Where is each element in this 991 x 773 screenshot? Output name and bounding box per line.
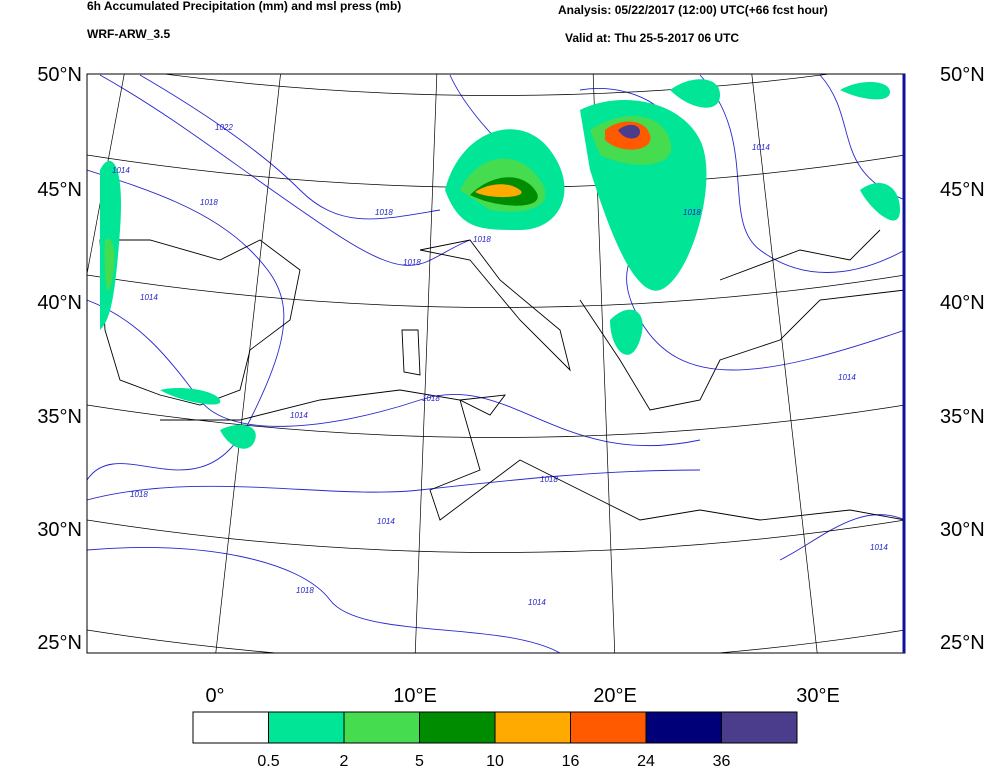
parallel [87,274,905,308]
coastlines [99,229,905,521]
colorbar-label: 5 [415,753,424,768]
isobar-label: 1018 [683,208,701,217]
isobar-label: 1018 [130,490,148,499]
isobar-label: 1014 [377,517,395,526]
colorbar-label: 16 [562,753,580,768]
lat-label: 30°N [940,519,985,541]
meridian [87,74,125,276]
lat-label: 40°N [940,292,985,314]
colorbar-box [419,711,496,744]
colorbar-box [721,711,798,744]
lat-label: 45°N [940,179,985,201]
colorbar-label: 36 [713,753,731,768]
axis-labels: 50°N 50°N 45°N 45°N 40°N 40°N 35°N 35°N 30°N 30°N… [37,64,984,707]
colorbar-label: 10 [486,753,504,768]
model: WRF-ARW_3.5 [87,27,170,41]
isobar-label: 1018 [403,258,421,267]
lat-label: 35°N [37,406,82,428]
colorbar-box [645,711,722,744]
isobar-label: 1018 [473,235,491,244]
isobar-label: 1018 [422,394,440,403]
isobar-label: 1014 [838,373,856,382]
lat-label: 25°N [940,632,985,654]
isobar-label: 1018 [200,198,218,207]
colorbar-box [494,711,571,744]
analysis: Analysis: 05/22/2017 (12:00) UTC(+66 fcs… [558,3,828,17]
colorbar-box [268,711,345,744]
isobar-label: 1014 [112,166,130,175]
lat-label: 40°N [37,292,82,314]
valid-time: Valid at: Thu 25-5-2017 06 UTC [565,31,739,45]
colorbar: 0.5 2 5 10 16 24 36 [192,711,798,770]
lon-label: 30°E [796,685,840,707]
parallel [87,629,905,653]
isobar-label: 1014 [528,598,546,607]
parallel [87,519,905,553]
isobar-label: 1014 [140,293,158,302]
colorbar-box [343,711,420,744]
isobar-label: 1022 [215,123,233,132]
colorbar-label: 0.5 [257,753,279,768]
isobar-label: 1018 [375,208,393,217]
isobar-label: 1018 [540,475,558,484]
colorbar-label: 2 [340,753,349,768]
isobar-label: 1014 [290,411,308,420]
lon-label: 20°E [593,685,637,707]
meridian [751,74,818,653]
meridian [414,74,438,653]
parallel [161,74,832,96]
title: 6h Accumulated Precipitation (mm) and ms… [87,0,401,13]
colorbar-label: 24 [637,753,655,768]
lat-label: 35°N [940,406,985,428]
meridian [215,74,281,653]
lat-label: 50°N [37,64,82,86]
isobar-label: 1018 [296,586,314,595]
lon-label: 0° [205,685,224,707]
parallel [87,404,905,438]
map-field: 1022 1018 1014 1018 1014 1018 1018 1018 1014 1018… [87,70,991,660]
colorbar-box [192,711,269,744]
lat-label: 45°N [37,179,82,201]
lat-label: 50°N [940,64,985,86]
lat-label: 25°N [37,632,82,654]
meridian [907,70,991,660]
lon-label: 10°E [393,685,437,707]
isobar-label: 1014 [752,143,770,152]
colorbar-box [570,711,647,744]
isobar-labels: 1022 1018 1014 1018 1014 1018 1018 1018 1014 1018… [112,123,888,607]
lat-label: 30°N [37,519,82,541]
precipitation [100,79,900,449]
isobar-label: 1014 [870,543,888,552]
